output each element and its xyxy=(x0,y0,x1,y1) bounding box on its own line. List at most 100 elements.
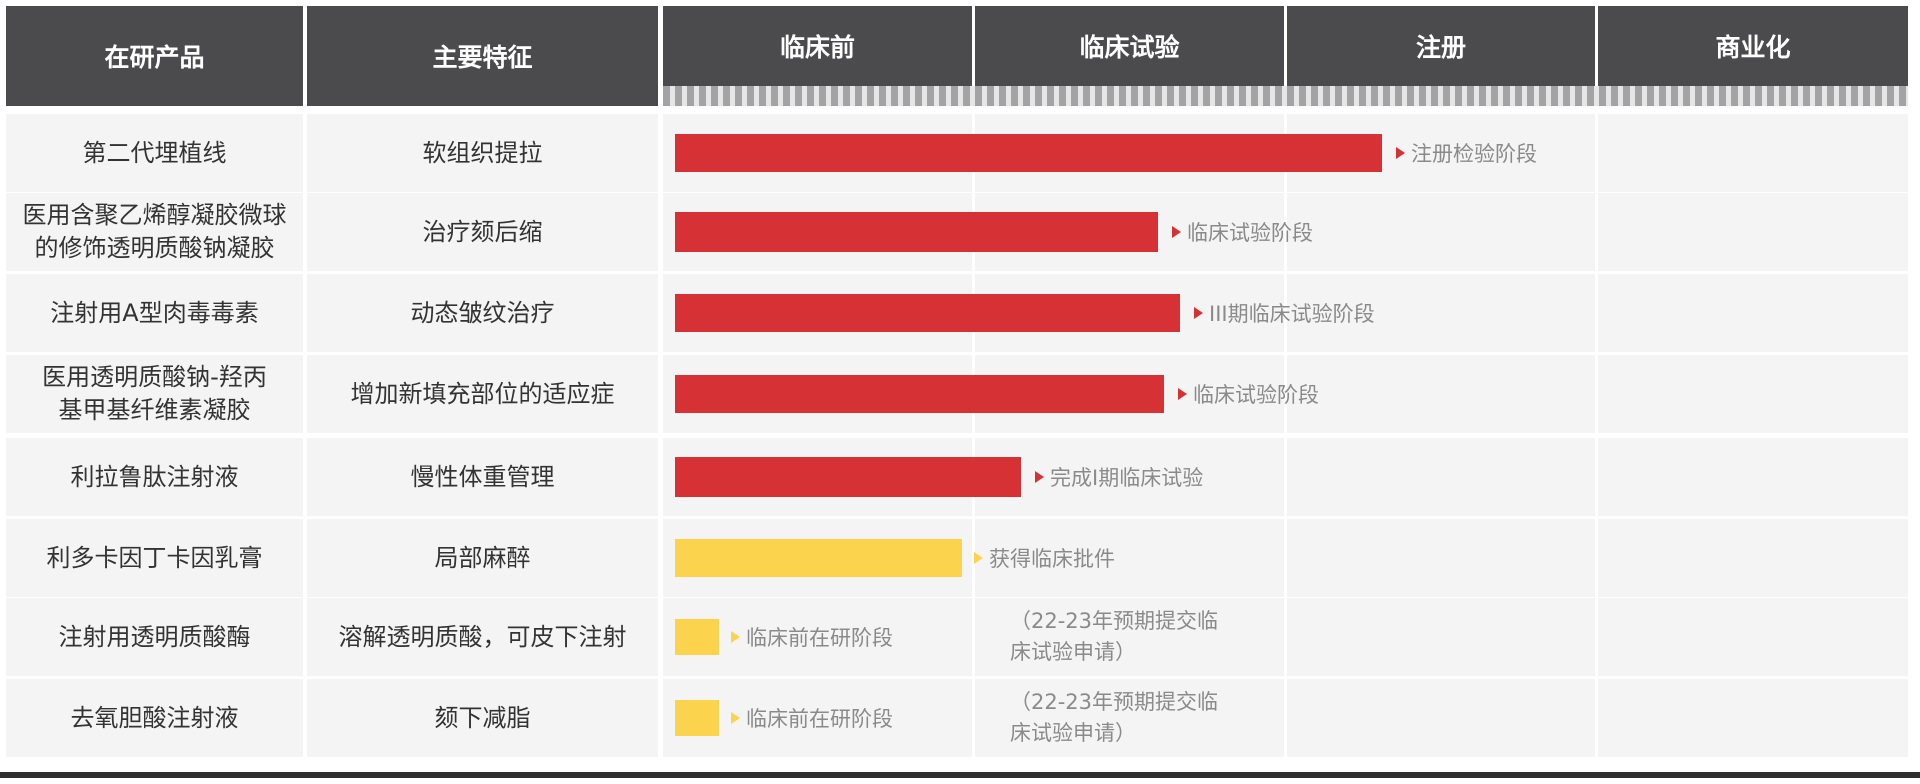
bar-status-label: 获得临床批件 xyxy=(974,519,1115,597)
bar-status-label: 临床试验阶段 xyxy=(1178,355,1319,433)
row-cell-bg xyxy=(6,114,303,192)
row-cell-bg xyxy=(6,193,303,271)
row-cell-bg xyxy=(307,438,658,516)
bar-status-text: 完成I期临床试验 xyxy=(1050,466,1204,490)
bar-note: （22-23年预期提交临 床试验申请） xyxy=(1010,606,1218,668)
triangle-arrow-icon xyxy=(1035,471,1044,483)
row-cell-bg xyxy=(1287,679,1595,757)
progress-bar xyxy=(675,212,1158,252)
product-feature: 增加新填充部位的适应症 xyxy=(350,379,615,408)
triangle-arrow-icon xyxy=(731,712,740,724)
row-cell-bg xyxy=(1598,274,1908,352)
triangle-arrow-icon xyxy=(731,631,740,643)
row-cell-bg xyxy=(307,679,658,757)
product-name-line: 医用含聚乙烯醇凝胶微球 xyxy=(22,201,287,229)
bar-note-line: 床试验申请） xyxy=(1010,640,1136,664)
header-stage-commercial-label: 商业化 xyxy=(1715,33,1791,62)
bar-status-text: 临床前在研阶段 xyxy=(746,707,893,731)
progress-bar xyxy=(675,457,1021,497)
row-cell-bg xyxy=(1287,598,1595,676)
row-cell-bg xyxy=(307,355,658,433)
row-cell-bg xyxy=(307,193,658,271)
row-cell-bg xyxy=(975,598,1284,676)
header-stage-clinical-label: 临床试验 xyxy=(1079,33,1180,62)
row-cell-bg xyxy=(6,438,303,516)
product-feature: 治疗颏后缩 xyxy=(422,217,543,246)
row-cell-bg xyxy=(1598,193,1908,271)
product-name: 去氧胆酸注射液 xyxy=(70,703,239,732)
header-product-label: 在研产品 xyxy=(104,43,205,72)
bar-status-text: III期临床试验阶段 xyxy=(1209,302,1375,326)
product-feature: 慢性体重管理 xyxy=(410,462,555,491)
product-name: 注射用A型肉毒毒素 xyxy=(50,298,259,327)
row-cell-bg xyxy=(307,519,658,597)
progress-bar xyxy=(675,539,962,577)
bar-status-text: 注册检验阶段 xyxy=(1411,142,1537,166)
progress-bar xyxy=(675,294,1180,332)
bar-status-text: 临床试验阶段 xyxy=(1187,221,1313,245)
row-cell-bg xyxy=(1598,679,1908,757)
header-stage-registration: 注册 xyxy=(1287,6,1595,86)
product-name: 注射用透明质酸酶 xyxy=(58,622,251,651)
bar-status-label: 临床前在研阶段 xyxy=(731,679,893,757)
triangle-arrow-icon xyxy=(974,552,983,564)
product-feature: 局部麻醉 xyxy=(434,543,531,572)
header-stage-preclinical-label: 临床前 xyxy=(779,33,855,62)
bar-note-line: （22-23年预期提交临 xyxy=(1010,690,1219,714)
row-cell-bg xyxy=(1598,438,1908,516)
row-cell-bg xyxy=(6,274,303,352)
triangle-arrow-icon xyxy=(1396,147,1405,159)
row-cell-bg xyxy=(6,519,303,597)
triangle-arrow-icon xyxy=(1178,388,1187,400)
stage-progress-strip xyxy=(663,86,1908,106)
bar-status-label: 临床试验阶段 xyxy=(1172,193,1313,271)
row-cell-bg xyxy=(1287,519,1595,597)
row-cell-bg xyxy=(307,598,658,676)
row-cell-bg xyxy=(1598,519,1908,597)
triangle-arrow-icon xyxy=(1194,307,1203,319)
row-cell-bg xyxy=(6,679,303,757)
row-cell-bg xyxy=(975,519,1284,597)
row-cell-bg xyxy=(1287,274,1595,352)
row-cell-bg xyxy=(307,274,658,352)
product-feature: 颏下减脂 xyxy=(434,703,531,732)
bar-status-text: 临床试验阶段 xyxy=(1193,383,1319,407)
row-cell-bg xyxy=(1598,114,1908,192)
product-name: 医用含聚乙烯醇凝胶微球 的修饰透明质酸钠凝胶 xyxy=(6,193,303,271)
progress-bar xyxy=(675,619,719,655)
product-name-line: 基甲基纤维素凝胶 xyxy=(58,396,251,424)
header-stage-preclinical: 临床前 xyxy=(663,6,972,86)
product-name: 利多卡因丁卡因乳膏 xyxy=(46,543,263,572)
row-cell-bg xyxy=(6,355,303,433)
product-name: 利拉鲁肽注射液 xyxy=(70,462,239,491)
bar-note: （22-23年预期提交临 床试验申请） xyxy=(1010,687,1218,749)
row-cell-bg xyxy=(1598,355,1908,433)
header-stage-registration-label: 注册 xyxy=(1415,33,1466,62)
bar-status-label: 注册检验阶段 xyxy=(1396,114,1537,192)
product-feature: 软组织提拉 xyxy=(422,138,543,167)
row-cell-bg xyxy=(975,679,1284,757)
bar-note-line: 床试验申请） xyxy=(1010,721,1136,745)
bar-status-text: 获得临床批件 xyxy=(989,547,1115,571)
product-feature: 动态皱纹治疗 xyxy=(410,298,555,327)
row-cell-bg xyxy=(307,114,658,192)
triangle-arrow-icon xyxy=(1172,226,1181,238)
row-cell-bg xyxy=(1287,438,1595,516)
bottom-divider xyxy=(0,772,1920,778)
product-name: 第二代埋植线 xyxy=(82,138,227,167)
product-name-line: 医用透明质酸钠-羟丙 xyxy=(42,363,267,391)
bar-status-text: 临床前在研阶段 xyxy=(746,626,893,650)
header-stage-clinical: 临床试验 xyxy=(975,6,1284,86)
header-stage-commercial: 商业化 xyxy=(1598,6,1908,86)
row-cell-bg xyxy=(1287,193,1595,271)
header-feature: 主要特征 xyxy=(307,6,658,106)
bar-note-line: （22-23年预期提交临 xyxy=(1010,609,1219,633)
progress-bar xyxy=(675,700,719,736)
row-cell-bg xyxy=(1287,355,1595,433)
row-cell-bg xyxy=(1598,598,1908,676)
bar-status-label: 完成I期临床试验 xyxy=(1035,438,1203,516)
row-cell-bg xyxy=(6,598,303,676)
header-feature-label: 主要特征 xyxy=(432,43,533,72)
row-cell-bg xyxy=(975,438,1284,516)
